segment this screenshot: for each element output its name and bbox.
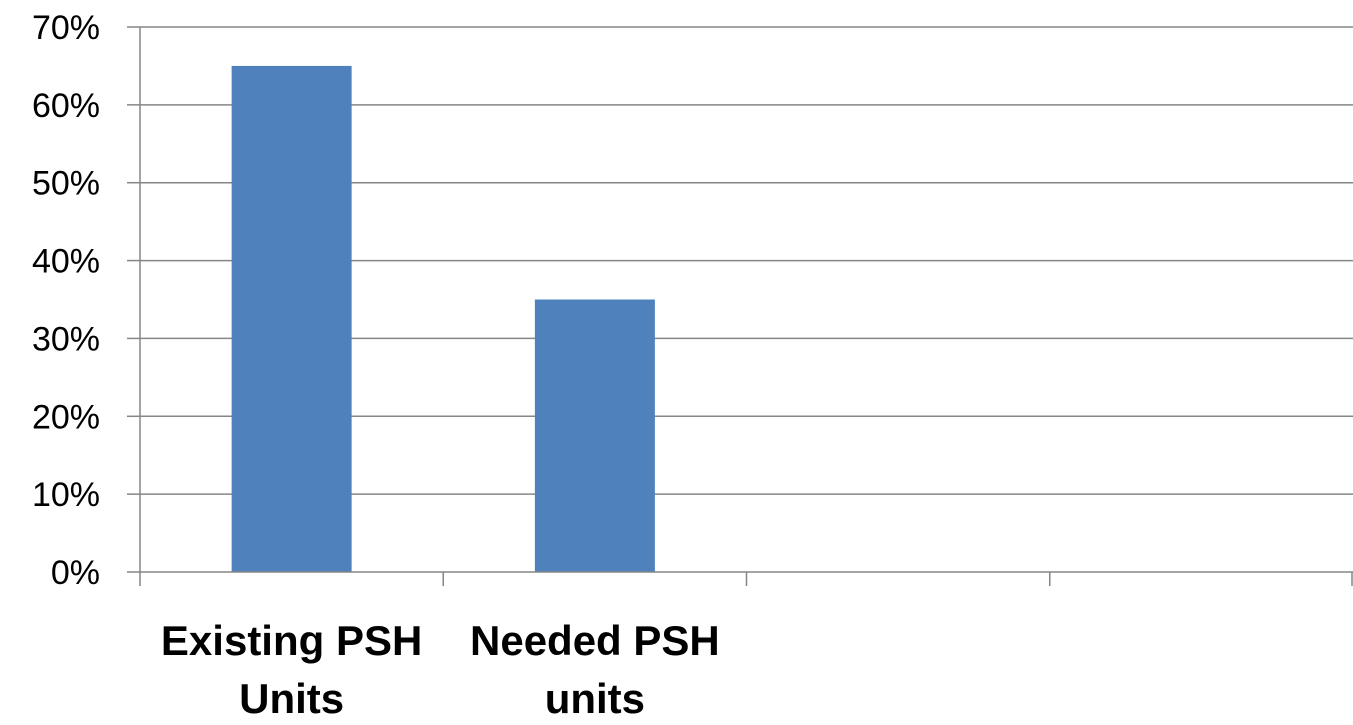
axes [127, 26, 1353, 586]
bar [231, 65, 352, 572]
bar [534, 299, 655, 572]
y-tick-label: 50% [32, 165, 100, 203]
y-tick-label: 0% [51, 554, 100, 592]
y-tick-labels: 0% 10% 20% 30% 40% 50% 60% 70% [32, 9, 100, 592]
bars [231, 65, 655, 572]
x-category-label: Needed PSH units [470, 617, 720, 722]
y-tick-label: 20% [32, 398, 100, 436]
x-category-label: Existing PSH Units [161, 617, 422, 722]
y-tick-label: 10% [32, 476, 100, 514]
y-tick-label: 70% [32, 9, 100, 47]
y-tick-label: 30% [32, 320, 100, 358]
x-category-labels: Existing PSH Units Needed PSH units [161, 617, 720, 722]
y-tick-label: 60% [32, 87, 100, 125]
y-tick-label: 40% [32, 243, 100, 281]
